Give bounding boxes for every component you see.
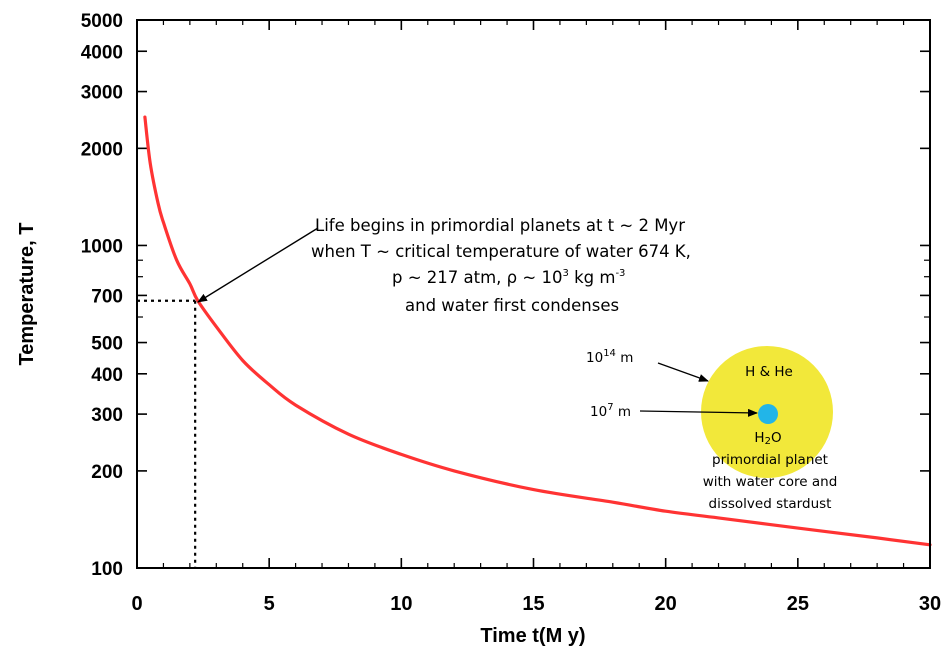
y-tick-label: 100 (91, 559, 123, 580)
caption-line-3: dissolved stardust (709, 496, 832, 512)
outer-radius-label: 1014 m (586, 348, 633, 366)
x-tick-label: 10 (390, 593, 412, 615)
x-tick-label: 30 (919, 593, 941, 615)
y-tick-label: 2000 (81, 139, 123, 160)
plot-frame (136, 19, 931, 569)
y-tick-labels: 100 200 300 400 500 700 1000 2000 3000 4000 5000 (81, 11, 123, 580)
x-tick-label: 5 (264, 593, 275, 615)
y-tick-label: 700 (91, 286, 123, 307)
y-axis-label: Temperature, T (16, 223, 38, 366)
x-tick-label: 0 (131, 593, 142, 615)
inner-radius-exp: 7 (607, 402, 613, 413)
curve-layer (143, 115, 932, 547)
annotation-line-2: when T ~ critical temperature of water 6… (311, 242, 691, 261)
x-tick-label: 20 (655, 593, 677, 615)
y-tick-label: 4000 (81, 42, 123, 63)
annotation-line-3-b: kg m (569, 268, 616, 287)
core-label: H2O (754, 430, 781, 447)
outer-radius-unit: m (616, 350, 633, 366)
x-tick-label: 15 (522, 593, 544, 615)
outer-radius-arrow (657, 362, 709, 382)
inner-radius-base: 10 (590, 404, 607, 420)
annotation-line-3: p ~ 217 atm, ρ ~ 103 kg m-3 (392, 268, 625, 287)
inner-radius-unit: m (614, 404, 631, 420)
temperature-curve (143, 115, 932, 547)
x-tick-label: 25 (787, 593, 809, 615)
outer-radius-base: 10 (586, 350, 603, 366)
annotation-line-1: Life begins in primordial planets at t ~… (315, 216, 685, 235)
annotation-arrow (197, 227, 319, 303)
annotation-line-3-a: p ~ 217 atm, ρ ~ 10 (392, 268, 562, 287)
inner-radius-label: 107 m (590, 402, 631, 420)
y-tick-label: 3000 (81, 83, 123, 104)
core-label-a: H (754, 430, 764, 446)
x-axis-label: Time t(M y) (480, 625, 585, 647)
life-annotation: Life begins in primordial planets at t ~… (197, 216, 691, 315)
outer-radius-exp: 14 (603, 348, 616, 359)
y-tick-label: 500 (91, 334, 123, 355)
reference-lines (137, 299, 197, 568)
annotation-sup-1: 3 (562, 268, 568, 279)
annotation-sup-2: -3 (615, 268, 625, 279)
x-tick-labels: 0 5 10 15 20 25 30 (131, 593, 941, 615)
y-tick-label: 400 (91, 365, 123, 386)
caption-line-1: primordial planet (712, 452, 828, 468)
y-tick-label: 1000 (81, 236, 123, 257)
envelope-label: H & He (745, 364, 793, 380)
y-tick-label: 5000 (81, 11, 123, 32)
y-tick-label: 300 (91, 405, 123, 426)
primordial-planet-illustration: H & He H2O primordial planet with water … (586, 346, 837, 512)
inner-radius-arrow (639, 408, 758, 417)
core-label-sub: 2 (765, 436, 771, 447)
water-core (758, 404, 778, 424)
caption-line-2: with water core and (703, 474, 838, 490)
annotation-line-4: and water first condenses (405, 296, 619, 315)
core-label-b: O (771, 430, 782, 446)
y-tick-label: 200 (91, 462, 123, 483)
